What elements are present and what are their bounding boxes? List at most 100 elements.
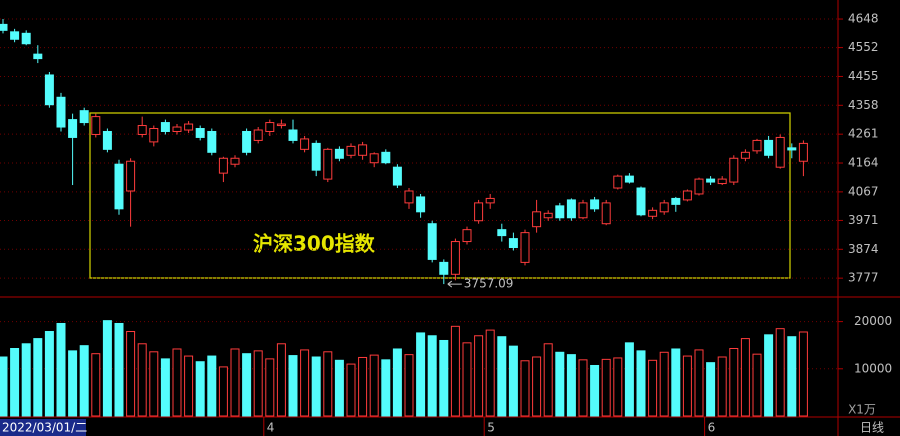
volume-bar — [21, 343, 31, 417]
candle-body — [694, 178, 704, 195]
volume-bar — [137, 343, 147, 417]
candle-body — [740, 151, 750, 159]
candle-body — [44, 74, 54, 106]
candle-body — [416, 196, 426, 213]
candle-body — [601, 202, 611, 225]
candle-body — [102, 130, 112, 150]
candle-body — [369, 153, 379, 164]
volume-bar — [369, 354, 379, 417]
x-tick-label: 5 — [487, 421, 495, 435]
volume-bar — [149, 351, 159, 417]
candle-body — [300, 138, 310, 150]
candle-body — [358, 144, 368, 156]
volume-bar — [648, 359, 658, 417]
candle-body — [543, 212, 553, 219]
volume-bar — [787, 336, 797, 417]
candle-body — [323, 148, 333, 180]
candle-body — [450, 241, 460, 275]
candle-body — [91, 116, 101, 135]
volume-bar — [346, 363, 356, 417]
candle-body — [787, 147, 797, 151]
y-tick-label: 10000 — [854, 361, 892, 375]
volume-bar — [566, 354, 576, 417]
x-tick-label: 2022/03/01/二 — [2, 421, 87, 435]
candle-body — [462, 229, 472, 243]
candle-body — [590, 199, 600, 210]
candle-body — [659, 202, 669, 213]
y-tick-label: 4455 — [848, 69, 879, 83]
candle-body — [137, 125, 147, 135]
volume-bar — [358, 356, 368, 417]
volume-bar — [0, 356, 8, 417]
volume-bar — [636, 350, 646, 417]
volume-bar — [68, 350, 78, 417]
volume-bar — [601, 358, 611, 417]
volume-bar — [404, 354, 414, 417]
x-tick-label: 4 — [267, 421, 275, 435]
y-tick-label: 4552 — [848, 40, 879, 54]
volume-bar — [474, 335, 484, 417]
candle-body — [184, 123, 194, 131]
volume-bar — [775, 328, 785, 417]
volume-bar — [10, 348, 20, 417]
volume-bar — [91, 353, 101, 417]
unit-label: X1万 — [848, 403, 876, 417]
volume-bar — [694, 349, 704, 417]
candle-body — [613, 175, 623, 189]
candle-body — [56, 96, 66, 128]
volume-bar — [752, 353, 762, 417]
volume-bar — [624, 342, 634, 417]
candle-body — [21, 32, 31, 45]
volume-bar — [740, 338, 750, 417]
volume-bar — [427, 335, 437, 417]
volume-bar — [729, 348, 739, 417]
volume-bar — [497, 336, 507, 417]
volume-bar — [392, 348, 402, 417]
volume-bar — [311, 356, 321, 417]
y-tick-label: 4261 — [848, 127, 879, 141]
candle-body — [79, 110, 89, 124]
candle-body — [624, 175, 634, 183]
volume-bar — [798, 331, 808, 417]
candle-body — [520, 232, 530, 263]
candle-body — [114, 163, 124, 210]
candle-body — [288, 129, 298, 141]
y-tick-label: 4067 — [848, 184, 879, 198]
volume-bar — [195, 361, 205, 417]
y-tick-label: 20000 — [854, 314, 892, 328]
volume-bar — [218, 366, 228, 417]
volume-bar — [56, 322, 66, 417]
volume-bar — [613, 357, 623, 417]
volume-bar — [706, 362, 716, 417]
volume-bar — [172, 348, 182, 417]
annotation-title: 沪深300指数 — [253, 232, 376, 256]
candle-body — [265, 122, 275, 132]
volume-bar — [33, 338, 43, 417]
volume-bar — [160, 358, 170, 417]
volume-bar — [764, 334, 774, 417]
candle-body — [276, 123, 286, 127]
y-tick-label: 4164 — [848, 156, 879, 170]
volume-bar — [450, 325, 460, 417]
candle-body — [566, 199, 576, 219]
candle-body — [775, 136, 785, 168]
candle-body — [752, 139, 762, 152]
volume-bar — [590, 364, 600, 417]
candle-body — [578, 202, 588, 219]
annotation-arrow — [447, 280, 462, 288]
volume-bar — [102, 320, 112, 417]
volume-bar — [508, 345, 518, 417]
volume-bar — [543, 343, 553, 417]
candle-body — [33, 53, 43, 60]
candle-body — [334, 148, 344, 159]
candle-body — [68, 119, 78, 138]
volume-bar — [717, 356, 727, 417]
volume-bar — [253, 350, 263, 417]
candle-body — [230, 157, 240, 165]
candle-body — [671, 197, 681, 205]
volume-bar — [276, 343, 286, 417]
candle-body — [682, 190, 692, 201]
candle-body — [706, 178, 716, 183]
y-tick-label: 3777 — [848, 271, 879, 285]
